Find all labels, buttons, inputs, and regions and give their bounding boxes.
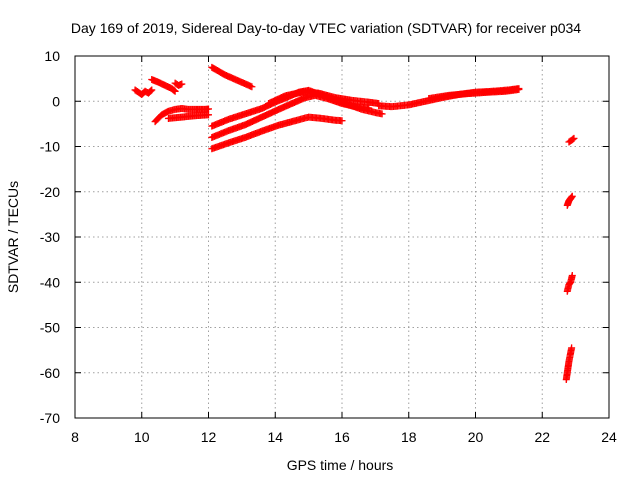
data-point xyxy=(568,192,576,200)
x-tick-label: 24 xyxy=(601,429,617,445)
y-tick-label: -60 xyxy=(40,365,60,381)
y-tick-label: 10 xyxy=(44,48,60,64)
data-point xyxy=(338,117,346,125)
data-point xyxy=(147,87,155,95)
x-tick-label: 14 xyxy=(267,429,283,445)
data-point xyxy=(378,110,386,118)
x-tick-label: 8 xyxy=(71,429,79,445)
chart-title: Day 169 of 2019, Sidereal Day-to-day VTE… xyxy=(71,20,581,36)
x-tick-label: 18 xyxy=(401,429,417,445)
data-point xyxy=(570,134,578,142)
plot-frame xyxy=(74,55,610,419)
data-point xyxy=(365,104,373,112)
data-point xyxy=(569,135,577,143)
y-tick-label: -30 xyxy=(40,229,60,245)
data-point xyxy=(148,86,156,94)
y-tick-label: -70 xyxy=(40,410,60,426)
x-tick-label: 12 xyxy=(201,429,217,445)
axis-ticks: 8 10 12 14 16 18 20 22 24 10 0 -10 -20 -30 -40 -50 -60 -7… xyxy=(40,48,617,445)
data-point xyxy=(515,85,523,93)
data-point xyxy=(146,88,154,96)
data-point xyxy=(205,111,212,119)
data-point xyxy=(205,105,212,113)
y-tick-label: -20 xyxy=(40,184,60,200)
x-axis-label: GPS time / hours xyxy=(287,457,394,473)
x-tick-label: 20 xyxy=(468,429,484,445)
x-tick-label: 16 xyxy=(334,429,350,445)
y-tick-label: -50 xyxy=(40,320,60,336)
x-tick-label: 22 xyxy=(534,429,550,445)
data-point xyxy=(248,83,256,91)
data-point xyxy=(568,271,576,279)
data-point xyxy=(568,344,576,352)
y-axis-label: SDTVAR / TECUs xyxy=(5,181,21,293)
data-points xyxy=(131,63,578,384)
data-point xyxy=(178,80,186,88)
y-tick-label: -10 xyxy=(40,139,60,155)
y-tick-label: -40 xyxy=(40,274,60,290)
grid-lines xyxy=(75,56,609,418)
data-point xyxy=(170,87,178,95)
x-tick-label: 10 xyxy=(134,429,150,445)
y-tick-label: 0 xyxy=(52,93,60,109)
data-point xyxy=(171,87,179,95)
data-point xyxy=(169,86,177,94)
data-point xyxy=(568,136,576,144)
